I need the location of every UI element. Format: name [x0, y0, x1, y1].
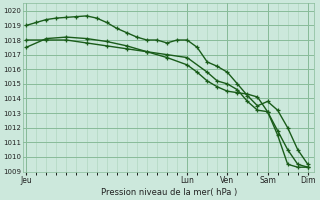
X-axis label: Pression niveau de la mer( hPa ): Pression niveau de la mer( hPa ) [100, 188, 237, 197]
